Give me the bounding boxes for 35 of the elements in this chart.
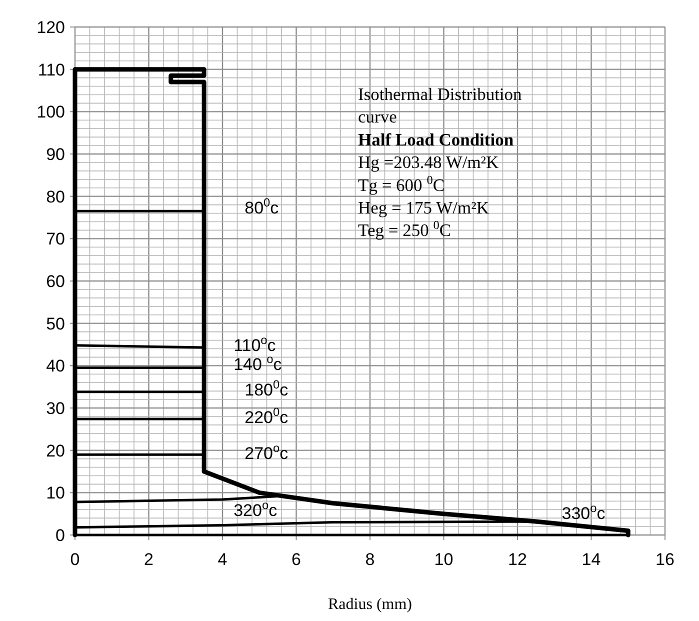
x-tick-label: 8 — [365, 550, 375, 569]
y-tick-label: 30 — [46, 398, 65, 418]
x-tick-label: 2 — [144, 550, 154, 569]
y-tick-label: 0 — [56, 526, 65, 545]
y-tick-label: 60 — [46, 272, 65, 291]
y-tick-label: 10 — [46, 484, 65, 503]
annotation: Isothermal Distribution curve — [358, 84, 522, 127]
annotation: 320$^{o}$c — [234, 498, 278, 520]
x-tick-label: 4 — [218, 550, 228, 569]
y-tick-label: 90 — [46, 144, 65, 164]
x-tick-label: 16 — [656, 550, 674, 569]
annotation: 270$^{o}$c — [244, 440, 289, 463]
y-tick-label: 120 — [36, 18, 65, 37]
y-tick-label: 100 — [36, 102, 65, 122]
y-tick-label: 110 — [38, 60, 65, 80]
annotation: 330$^{o}$c — [562, 500, 606, 523]
annotation: Half Load Condition — [358, 129, 514, 150]
annotation: 220$^{0}$c — [244, 404, 289, 427]
annotation: 180$^{0}$c — [244, 377, 289, 400]
x-tick-label: 12 — [508, 550, 527, 569]
x-tick-label: 6 — [292, 550, 301, 569]
y-tick-label: 50 — [46, 314, 65, 334]
annotation: Heg = 175 W/m²K — [358, 198, 490, 218]
y-tick-label: 80 — [46, 187, 65, 206]
annotation: Teg = 250 $^{0}$C — [358, 218, 452, 240]
annotation: 80$^{0}$c — [244, 195, 280, 218]
y-tick-label: 20 — [46, 441, 65, 460]
annotation: Hg =203.48 W/m²K — [358, 152, 500, 172]
y-tick-label: 70 — [46, 230, 65, 249]
x-tick-label: 10 — [434, 550, 454, 569]
annotation: Tg = 600 $^{0}$C — [358, 172, 444, 195]
x-axis-title: Radius (mm) — [328, 596, 412, 613]
x-tick-label: 0 — [70, 550, 80, 569]
y-tick-label: 40 — [46, 356, 65, 376]
x-tick-label: 14 — [582, 550, 601, 569]
